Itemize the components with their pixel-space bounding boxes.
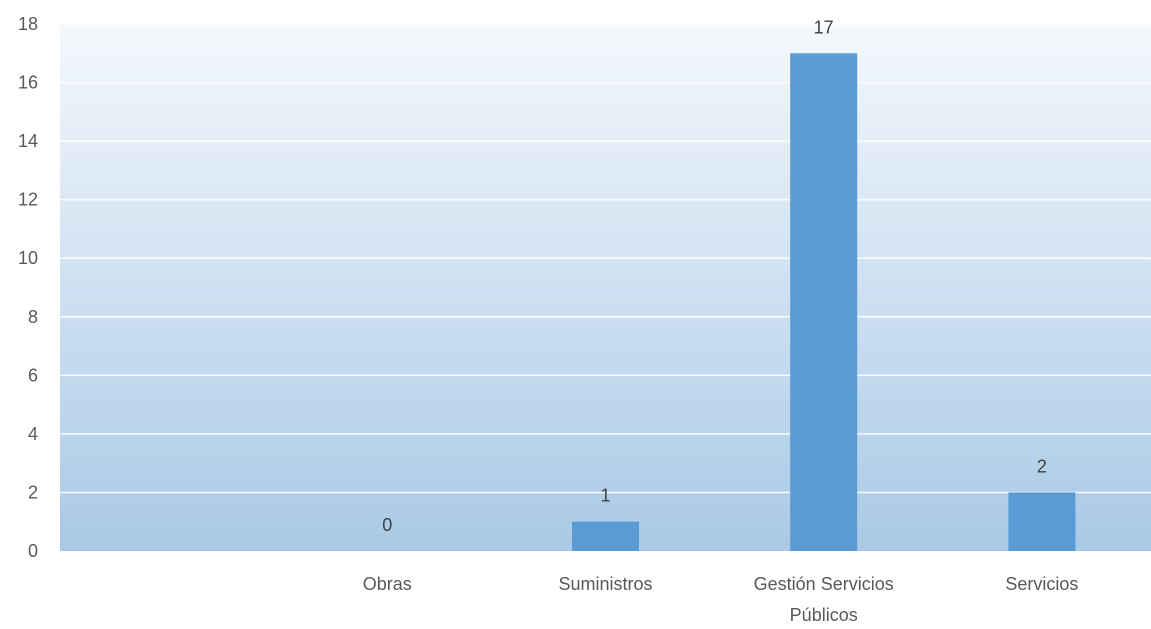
y-tick-label: 0 [28, 541, 38, 561]
y-tick-label: 14 [18, 131, 38, 151]
y-tick-label: 16 [18, 73, 38, 93]
data-label: 1 [600, 486, 610, 506]
bar [572, 521, 639, 551]
x-category-label: Públicos [790, 605, 858, 625]
bar [1008, 492, 1076, 551]
gridlines [60, 23, 1151, 494]
plot-area [60, 24, 1151, 551]
x-category-label: Gestión Servicios [754, 574, 894, 594]
data-label: 17 [814, 17, 834, 37]
y-tick-label: 8 [28, 307, 38, 327]
x-category-label: Servicios [1005, 574, 1078, 594]
y-axis: 0 2 4 6 8 10 12 14 16 18 [18, 14, 38, 561]
data-labels: 0 1 17 2 [382, 17, 1047, 535]
bars [572, 53, 1076, 552]
y-tick-label: 18 [18, 14, 38, 34]
x-category-label: Suministros [558, 574, 652, 594]
bar [790, 53, 858, 552]
y-tick-label: 2 [28, 482, 38, 502]
x-axis: Obras Suministros Gestión Servicios Público… [363, 574, 1079, 625]
data-label: 2 [1037, 456, 1047, 476]
y-tick-label: 10 [18, 248, 38, 268]
y-tick-label: 4 [28, 424, 38, 444]
x-category-label: Obras [363, 574, 412, 594]
y-tick-label: 12 [18, 190, 38, 210]
y-tick-label: 6 [28, 365, 38, 385]
data-label: 0 [382, 515, 392, 535]
